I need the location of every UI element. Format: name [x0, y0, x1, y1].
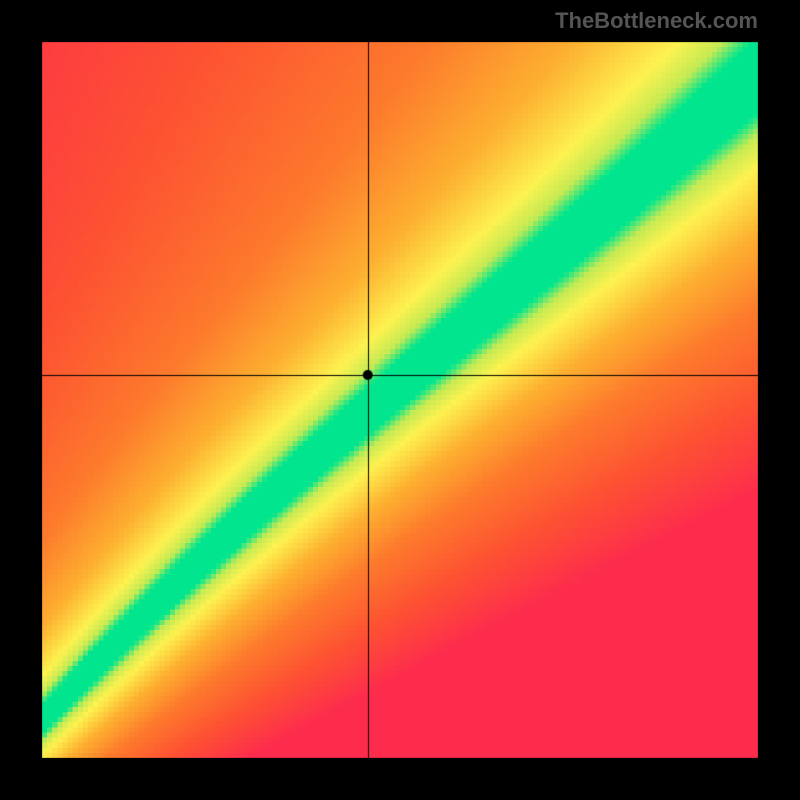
overlay-canvas — [0, 0, 800, 800]
watermark-text: TheBottleneck.com — [555, 8, 758, 34]
chart-container: TheBottleneck.com — [0, 0, 800, 800]
